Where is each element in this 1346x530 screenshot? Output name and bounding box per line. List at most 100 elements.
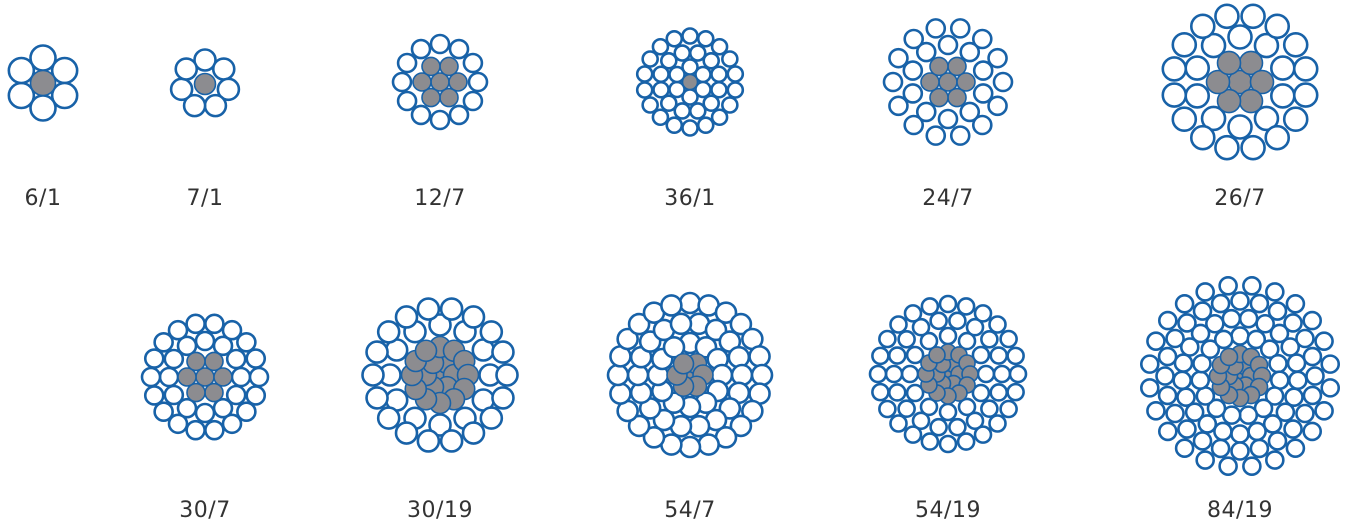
aluminum-wire — [230, 366, 252, 388]
aluminum-wire — [726, 81, 745, 99]
aluminum-wire — [652, 65, 670, 84]
conductor-cross-section-36-1 — [635, 27, 745, 137]
aluminum-wire — [937, 108, 959, 130]
steel-wire — [177, 367, 197, 387]
aluminum-wire — [1295, 403, 1315, 424]
aluminum-wire — [971, 114, 993, 136]
steel-wire — [1205, 69, 1231, 95]
aluminum-wire — [194, 330, 216, 352]
aluminum-wire — [1139, 354, 1160, 374]
aluminum-wire — [1158, 310, 1178, 331]
aluminum-wire — [1161, 56, 1188, 82]
aluminum-wire — [1210, 438, 1231, 459]
aluminum-wire — [714, 301, 738, 324]
aluminum-wire — [1253, 32, 1280, 59]
aluminum-wire — [428, 413, 452, 437]
aluminum-wire — [710, 108, 729, 127]
aluminum-wire — [992, 364, 1012, 384]
aluminum-wire — [697, 433, 720, 456]
aluminum-wire — [999, 399, 1018, 419]
aluminum-wire — [245, 348, 267, 369]
steel-wire — [1238, 88, 1264, 114]
aluminum-wire — [988, 414, 1007, 433]
aluminum-wire — [1146, 331, 1166, 351]
aluminum-wire — [662, 335, 686, 359]
aluminum-wire — [1157, 385, 1178, 406]
aluminum-wire — [221, 319, 243, 341]
steel-wire — [29, 69, 57, 97]
steel-wire — [1216, 88, 1242, 114]
aluminum-wire — [868, 364, 888, 384]
aluminum-wire — [1292, 82, 1319, 108]
aluminum-wire — [1288, 370, 1308, 391]
aluminum-wire — [1206, 398, 1227, 419]
aluminum-wire — [462, 90, 484, 112]
conductor-cross-section-54-7 — [606, 291, 774, 459]
aluminum-wire — [1275, 402, 1296, 422]
aluminum-wire — [882, 71, 904, 93]
aluminum-wire — [972, 60, 994, 81]
aluminum-wire — [1192, 301, 1213, 321]
aluminum-wire — [448, 104, 470, 126]
steel-wire — [1219, 347, 1239, 367]
aluminum-wire — [878, 399, 897, 419]
aluminum-wire — [439, 429, 464, 453]
aluminum-wire — [182, 93, 207, 118]
aluminum-wire — [659, 94, 678, 113]
aluminum-wire — [394, 305, 419, 329]
aluminum-wire — [1200, 339, 1221, 360]
aluminum-wire — [1253, 105, 1280, 132]
aluminum-wire — [1230, 441, 1250, 461]
aluminum-wire — [948, 311, 967, 331]
aluminum-wire — [1240, 134, 1266, 161]
aluminum-wire — [153, 401, 174, 423]
aluminum-wire — [1171, 106, 1198, 133]
aluminum-wire — [1284, 387, 1304, 407]
aluminum-wire — [1247, 421, 1267, 442]
aluminum-wire — [7, 56, 36, 85]
aluminum-wire — [669, 312, 693, 336]
aluminum-wire — [681, 119, 699, 137]
aluminum-wire — [1246, 329, 1267, 350]
aluminum-wire — [212, 335, 234, 357]
steel-wire — [421, 56, 441, 77]
aluminum-wire — [1238, 405, 1259, 425]
aluminum-wire — [971, 345, 991, 365]
aluminum-wire — [495, 363, 519, 387]
aluminum-wire — [429, 109, 451, 131]
aluminum-wire — [965, 317, 985, 337]
aluminum-wire — [245, 385, 267, 406]
aluminum-wire — [1264, 124, 1291, 151]
aluminum-wire — [903, 28, 925, 50]
aluminum-wire — [461, 305, 486, 329]
aluminum-wire — [1227, 114, 1253, 140]
aluminum-wire — [937, 34, 959, 56]
aluminum-wire — [635, 81, 654, 99]
aluminum-wire — [710, 37, 729, 56]
aluminum-wire — [606, 363, 630, 387]
aluminum-wire — [678, 291, 702, 315]
aluminum-wire — [902, 83, 924, 104]
aluminum-wire — [176, 397, 198, 419]
steel-wire — [204, 382, 224, 403]
label-26-7: 26/7 — [1214, 186, 1266, 211]
aluminum-wire — [50, 81, 79, 110]
aluminum-wire — [1227, 24, 1253, 50]
aluminum-wire — [1218, 275, 1238, 296]
aluminum-wire — [919, 397, 939, 417]
aluminum-wire — [949, 18, 971, 39]
aluminum-wire — [900, 364, 920, 384]
aluminum-wire — [1295, 328, 1315, 349]
aluminum-wire — [1214, 3, 1240, 30]
aluminum-wire — [988, 315, 1007, 334]
aluminum-wire — [992, 71, 1014, 93]
aluminum-wire — [938, 326, 958, 346]
aluminum-wire — [1264, 386, 1285, 406]
aluminum-wire — [678, 435, 702, 459]
aluminum-wire — [211, 57, 236, 81]
aluminum-wire — [911, 317, 931, 337]
steel-wire — [448, 72, 468, 92]
conductor-cross-section-26-7 — [1161, 3, 1319, 161]
aluminum-wire — [915, 41, 937, 63]
steel-wire — [193, 72, 217, 96]
